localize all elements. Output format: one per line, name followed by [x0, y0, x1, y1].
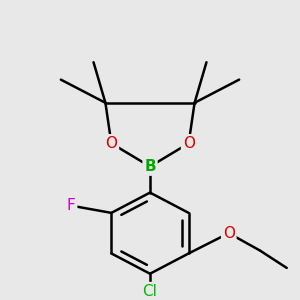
Text: Cl: Cl	[142, 284, 158, 298]
Text: O: O	[183, 136, 195, 151]
Text: O: O	[223, 226, 235, 241]
Text: F: F	[67, 198, 76, 213]
Text: B: B	[144, 159, 156, 174]
Text: O: O	[105, 136, 117, 151]
